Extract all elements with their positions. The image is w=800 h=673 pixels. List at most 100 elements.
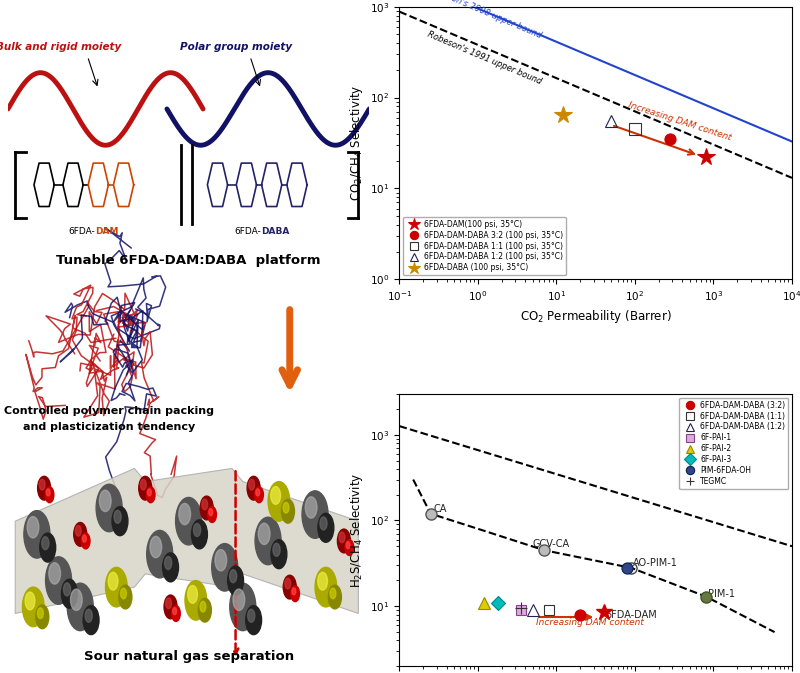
- Circle shape: [119, 585, 132, 609]
- Circle shape: [248, 609, 255, 623]
- Circle shape: [42, 536, 49, 550]
- Circle shape: [306, 497, 317, 518]
- Circle shape: [164, 595, 177, 618]
- Circle shape: [200, 601, 206, 612]
- Circle shape: [85, 609, 92, 623]
- Legend: 6FDA-DAM-DABA (3:2), 6FDA-DAM-DABA (1:1), 6FDA-DAM-DABA (1:2), 6F-PAI-1, 6F-PAI-: 6FDA-DAM-DABA (3:2), 6FDA-DAM-DABA (1:1)…: [679, 398, 788, 489]
- Circle shape: [228, 566, 243, 595]
- Circle shape: [185, 581, 206, 620]
- Circle shape: [67, 583, 94, 631]
- Legend: 6FDA-DAM(100 psi, 35°C), 6FDA-DAM-DABA 3:2 (100 psi, 35°C), 6FDA-DAM-DABA 1:1 (1: 6FDA-DAM(100 psi, 35°C), 6FDA-DAM-DABA 3…: [403, 217, 566, 275]
- Circle shape: [230, 569, 237, 583]
- Text: CA: CA: [434, 504, 447, 514]
- Circle shape: [121, 588, 126, 599]
- Circle shape: [146, 530, 173, 578]
- Circle shape: [338, 529, 350, 553]
- Circle shape: [346, 542, 350, 548]
- Circle shape: [114, 510, 121, 524]
- Circle shape: [108, 572, 118, 590]
- Y-axis label: CO$_2$/CH$_4$ Selectivity: CO$_2$/CH$_4$ Selectivity: [348, 85, 365, 201]
- Circle shape: [27, 517, 39, 538]
- Circle shape: [329, 585, 342, 609]
- Circle shape: [74, 522, 86, 546]
- Circle shape: [202, 499, 208, 509]
- Circle shape: [215, 550, 226, 571]
- Text: Polar group moiety: Polar group moiety: [179, 42, 292, 52]
- Circle shape: [173, 608, 177, 614]
- Circle shape: [165, 557, 172, 569]
- Circle shape: [212, 544, 238, 591]
- Circle shape: [302, 491, 328, 538]
- Circle shape: [283, 502, 289, 513]
- Circle shape: [25, 592, 35, 610]
- Text: GCV-CA: GCV-CA: [532, 538, 570, 548]
- Circle shape: [46, 487, 54, 503]
- Circle shape: [46, 489, 50, 496]
- Text: Increasing DAM content: Increasing DAM content: [536, 618, 644, 627]
- Circle shape: [166, 598, 171, 608]
- Text: 6FDA-: 6FDA-: [234, 227, 261, 236]
- Text: Robeson's 2008 upper bound: Robeson's 2008 upper bound: [426, 0, 543, 40]
- Circle shape: [246, 606, 262, 635]
- Circle shape: [188, 586, 198, 603]
- Circle shape: [40, 533, 56, 562]
- Circle shape: [291, 586, 299, 602]
- Circle shape: [258, 523, 270, 544]
- Circle shape: [82, 535, 86, 542]
- Circle shape: [209, 509, 213, 516]
- Circle shape: [179, 503, 190, 525]
- Circle shape: [254, 487, 263, 503]
- Circle shape: [268, 482, 290, 521]
- Text: Sour natural gas separation: Sour natural gas separation: [83, 650, 294, 663]
- Circle shape: [106, 567, 127, 607]
- Circle shape: [62, 579, 78, 608]
- Text: Increasing DAM content: Increasing DAM content: [627, 100, 733, 142]
- Circle shape: [208, 507, 217, 522]
- Circle shape: [330, 588, 336, 599]
- Circle shape: [285, 578, 290, 589]
- Circle shape: [282, 499, 294, 523]
- Circle shape: [194, 524, 201, 536]
- Circle shape: [270, 487, 281, 504]
- Circle shape: [70, 589, 82, 610]
- Circle shape: [83, 606, 99, 635]
- Text: 6FDA-DAM: 6FDA-DAM: [606, 610, 657, 620]
- Circle shape: [320, 517, 327, 530]
- Text: AO-PIM-1: AO-PIM-1: [633, 558, 678, 568]
- Circle shape: [198, 598, 211, 622]
- Circle shape: [255, 518, 281, 565]
- Circle shape: [38, 476, 50, 500]
- Circle shape: [39, 479, 45, 490]
- Circle shape: [63, 583, 70, 596]
- Circle shape: [112, 507, 128, 536]
- Circle shape: [292, 588, 296, 595]
- Circle shape: [49, 563, 61, 584]
- Text: Tunable 6FDA-DAM:DABA  platform: Tunable 6FDA-DAM:DABA platform: [56, 254, 321, 267]
- Circle shape: [75, 526, 82, 536]
- Circle shape: [46, 557, 71, 604]
- Text: Controlled polymer chain packing: Controlled polymer chain packing: [4, 406, 214, 416]
- Circle shape: [172, 606, 180, 621]
- Circle shape: [345, 540, 354, 555]
- Circle shape: [82, 533, 90, 549]
- Circle shape: [146, 487, 155, 503]
- Circle shape: [247, 476, 260, 500]
- Circle shape: [249, 479, 254, 490]
- Circle shape: [138, 476, 152, 500]
- Circle shape: [318, 572, 327, 590]
- Circle shape: [339, 532, 345, 542]
- Circle shape: [283, 575, 296, 599]
- Circle shape: [233, 589, 245, 610]
- Text: DAM: DAM: [94, 227, 118, 236]
- Text: Robeson's 1991 upper bound: Robeson's 1991 upper bound: [426, 30, 543, 86]
- Circle shape: [140, 479, 146, 490]
- Polygon shape: [15, 468, 358, 614]
- Circle shape: [96, 485, 122, 532]
- Circle shape: [22, 587, 44, 627]
- X-axis label: CO$_2$ Permeability (Barrer): CO$_2$ Permeability (Barrer): [520, 308, 671, 325]
- Text: and plasticization tendency: and plasticization tendency: [23, 422, 195, 432]
- Circle shape: [36, 605, 49, 629]
- Text: 6FDA-: 6FDA-: [68, 227, 94, 236]
- Circle shape: [162, 553, 178, 582]
- Text: PIM-1: PIM-1: [709, 588, 735, 598]
